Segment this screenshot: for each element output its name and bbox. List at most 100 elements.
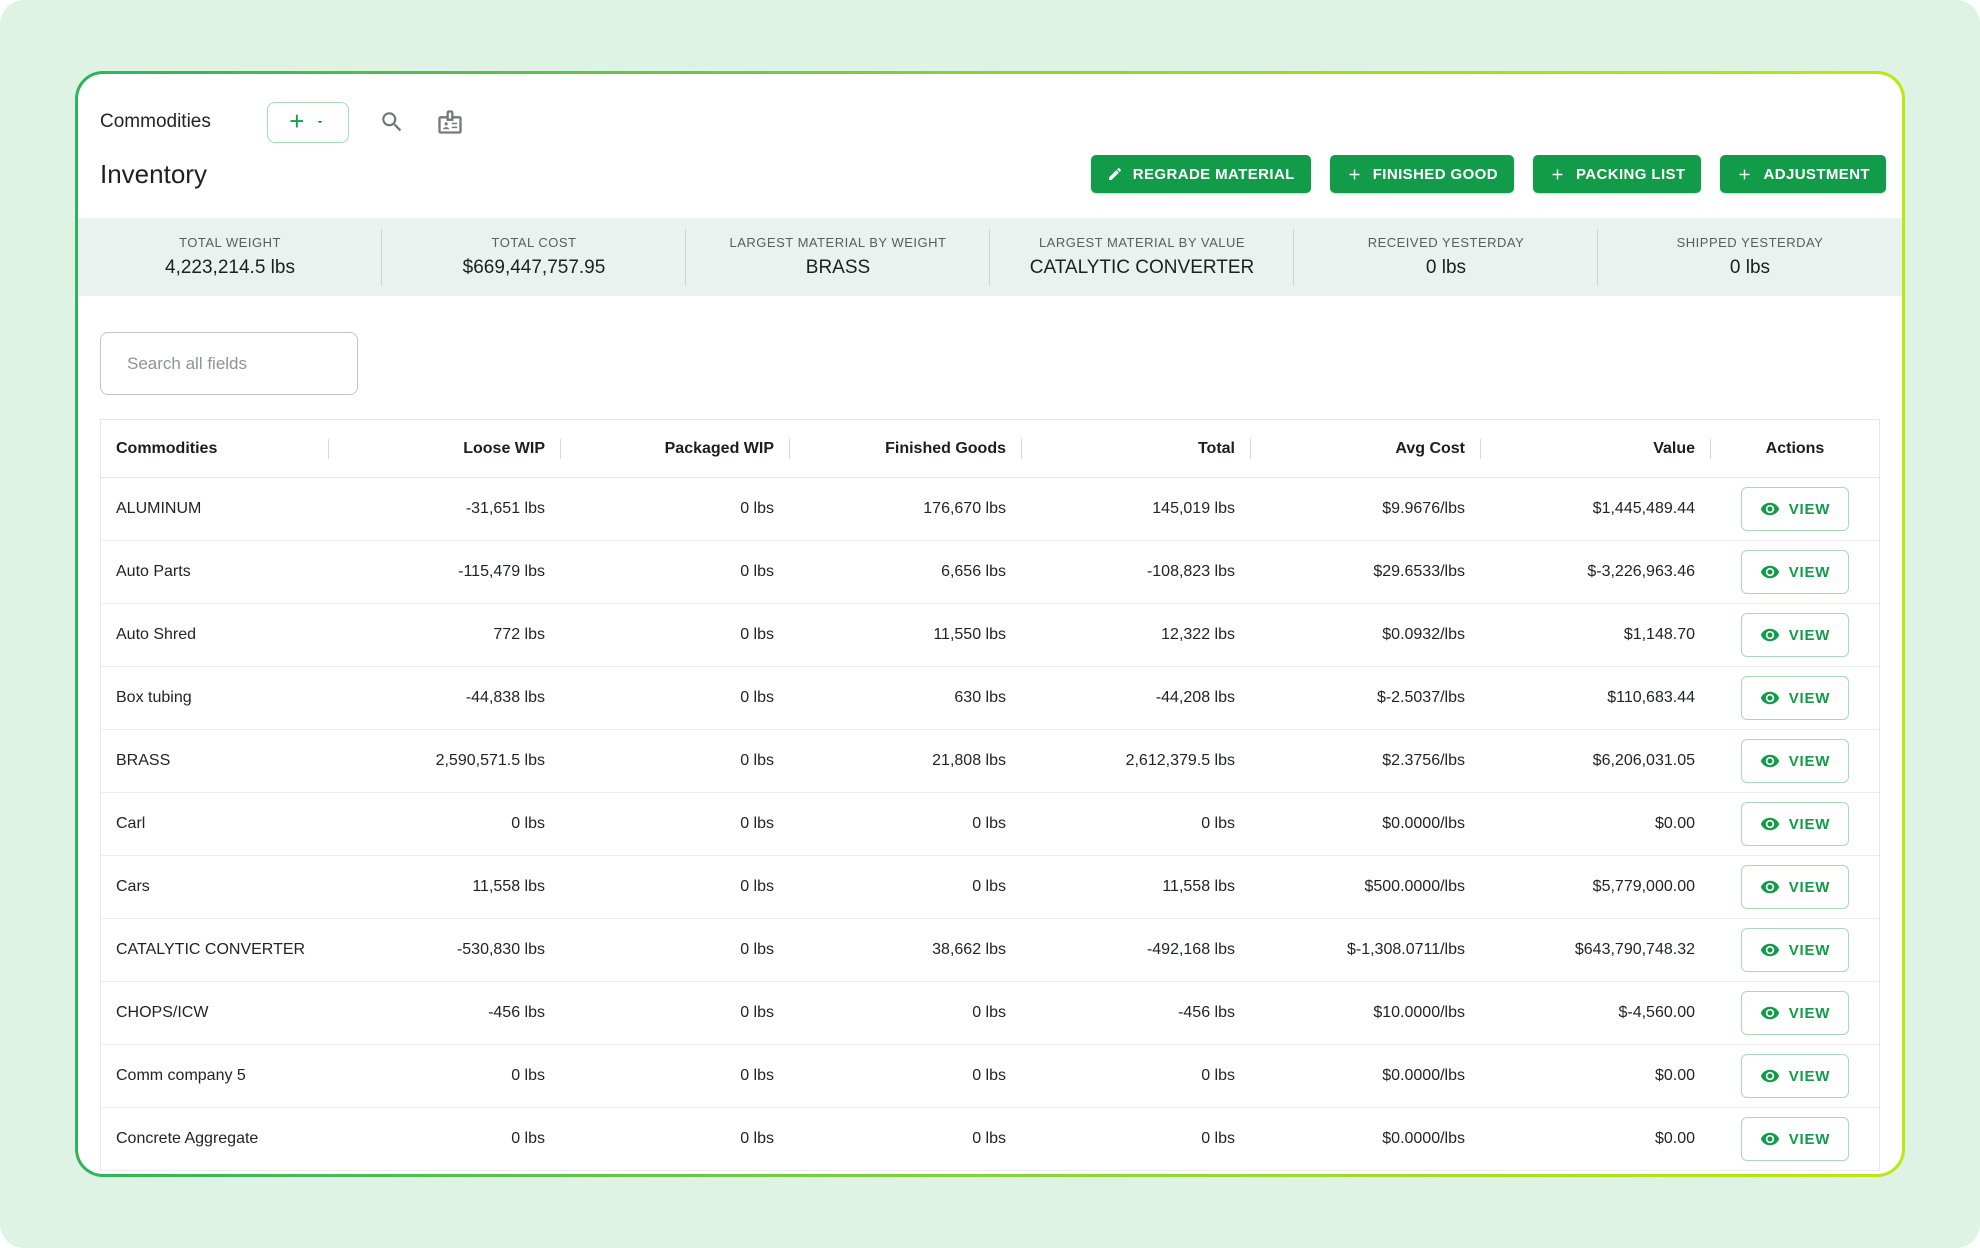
- stat-received-yesterday: RECEIVED YESTERDAY 0 lbs: [1294, 218, 1598, 296]
- stat-value: BRASS: [805, 257, 871, 278]
- total-cell: 0 lbs: [1201, 1067, 1235, 1084]
- view-button[interactable]: VIEW: [1741, 802, 1849, 846]
- finished-goods-cell: 630 lbs: [954, 689, 1006, 706]
- view-button[interactable]: VIEW: [1741, 487, 1849, 531]
- actions-cell: VIEW: [1711, 802, 1879, 846]
- commodity-cell: BRASS: [116, 752, 171, 769]
- table-body: ALUMINUM -31,651 lbs 0 lbs 176,670 lbs 1…: [101, 478, 1879, 1171]
- finished-goods-cell: 0 lbs: [972, 1004, 1006, 1021]
- view-button-label: VIEW: [1788, 878, 1831, 896]
- column-header-value[interactable]: Value: [1481, 420, 1711, 477]
- column-header-total[interactable]: Total: [1022, 420, 1251, 477]
- search-input[interactable]: [127, 353, 348, 374]
- column-header-commodities[interactable]: Commodities: [101, 420, 329, 477]
- column-header-loose-wip[interactable]: Loose WIP: [329, 420, 561, 477]
- actions-cell: VIEW: [1711, 865, 1879, 909]
- loose-wip-cell: -31,651 lbs: [465, 500, 545, 517]
- value-cell: $0.00: [1654, 1130, 1695, 1147]
- commodity-cell: CHOPS/ICW: [116, 1004, 209, 1021]
- view-button[interactable]: VIEW: [1741, 928, 1849, 972]
- stat-total-weight: TOTAL WEIGHT 4,223,214.5 lbs: [78, 218, 382, 296]
- view-button[interactable]: VIEW: [1741, 1117, 1849, 1161]
- stat-value: 0 lbs: [1729, 257, 1771, 278]
- table-row: Auto Parts -115,479 lbs 0 lbs 6,656 lbs …: [101, 541, 1879, 604]
- view-button-label: VIEW: [1788, 1004, 1831, 1022]
- view-button[interactable]: VIEW: [1741, 676, 1849, 720]
- view-button[interactable]: VIEW: [1741, 865, 1849, 909]
- view-button[interactable]: VIEW: [1741, 1054, 1849, 1098]
- column-header-avg-cost[interactable]: Avg Cost: [1251, 420, 1481, 477]
- plus-icon: [1349, 169, 1360, 179]
- total-cell: 145,019 lbs: [1152, 500, 1235, 517]
- stat-label: LARGEST MATERIAL BY WEIGHT: [729, 235, 947, 250]
- avg-cost-cell: $-1,308.0711/lbs: [1346, 941, 1465, 958]
- avg-cost-cell: $0.0000/lbs: [1382, 1067, 1465, 1084]
- table-row: Box tubing -44,838 lbs 0 lbs 630 lbs -44…: [101, 667, 1879, 730]
- column-header-packaged-wip[interactable]: Packaged WIP: [561, 420, 790, 477]
- view-button[interactable]: VIEW: [1741, 991, 1849, 1035]
- view-button[interactable]: VIEW: [1741, 739, 1849, 783]
- view-button-label: VIEW: [1788, 689, 1831, 707]
- commodity-cell: Concrete Aggregate: [116, 1130, 259, 1147]
- eye-icon: [1760, 754, 1779, 768]
- finished-goods-cell: 21,808 lbs: [932, 752, 1006, 769]
- avg-cost-cell: $0.0932/lbs: [1382, 626, 1465, 643]
- loose-wip-cell: -456 lbs: [488, 1004, 545, 1021]
- avg-cost-cell: $-2.5037/lbs: [1376, 689, 1465, 706]
- column-header-actions: Actions: [1765, 439, 1825, 457]
- adjustment-button[interactable]: ADJUSTMENT: [1720, 155, 1886, 193]
- value-cell: $-4,560.00: [1618, 1004, 1695, 1021]
- actions-cell: VIEW: [1711, 739, 1879, 783]
- stat-label: SHIPPED YESTERDAY: [1676, 235, 1824, 250]
- total-cell: -44,208 lbs: [1155, 689, 1235, 706]
- loose-wip-cell: -115,479 lbs: [458, 563, 545, 580]
- commodity-cell: Box tubing: [116, 689, 192, 706]
- packaged-wip-cell: 0 lbs: [740, 1004, 774, 1021]
- eye-icon: [1760, 880, 1779, 894]
- table-header-row: Commodities Loose WIP Packaged WIP Finis…: [101, 420, 1879, 478]
- collection-toolbar: Commodities +: [100, 100, 1880, 144]
- finished-goods-cell: 0 lbs: [972, 878, 1006, 895]
- actions-cell: VIEW: [1711, 1117, 1879, 1161]
- search-field[interactable]: [100, 332, 358, 395]
- packing-list-label: PACKING LIST: [1575, 165, 1686, 183]
- badge-icon[interactable]: [435, 107, 465, 137]
- view-button[interactable]: VIEW: [1741, 613, 1849, 657]
- total-cell: 12,322 lbs: [1161, 626, 1235, 643]
- regrade-material-button[interactable]: REGRADE MATERIAL: [1090, 155, 1311, 193]
- pencil-icon: [1108, 167, 1121, 180]
- finished-goods-cell: 176,670 lbs: [923, 500, 1006, 517]
- adjustment-label: ADJUSTMENT: [1763, 165, 1870, 183]
- loose-wip-cell: 2,590,571.5 lbs: [435, 752, 545, 769]
- total-cell: 2,612,379.5 lbs: [1125, 752, 1235, 769]
- total-cell: -492,168 lbs: [1146, 941, 1235, 958]
- finished-goods-cell: 11,550 lbs: [933, 626, 1006, 643]
- finished-goods-cell: 0 lbs: [972, 815, 1006, 832]
- total-cell: -456 lbs: [1178, 1004, 1235, 1021]
- table-row: Cars 11,558 lbs 0 lbs 0 lbs 11,558 lbs $…: [101, 856, 1879, 919]
- value-cell: $1,148.70: [1623, 626, 1695, 643]
- eye-icon: [1760, 817, 1779, 831]
- table-row: CHOPS/ICW -456 lbs 0 lbs 0 lbs -456 lbs …: [101, 982, 1879, 1045]
- finished-goods-cell: 6,656 lbs: [941, 563, 1006, 580]
- view-button-label: VIEW: [1788, 1067, 1831, 1085]
- actions-cell: VIEW: [1711, 928, 1879, 972]
- packing-list-button[interactable]: PACKING LIST: [1532, 155, 1702, 193]
- caret-down-icon: [317, 121, 323, 124]
- header-actions: REGRADE MATERIAL FINISHED GOOD PACKING L…: [1090, 155, 1886, 193]
- packaged-wip-cell: 0 lbs: [740, 563, 774, 580]
- column-header-finished-goods[interactable]: Finished Goods: [790, 420, 1022, 477]
- commodity-cell: Auto Parts: [116, 563, 191, 580]
- actions-cell: VIEW: [1711, 613, 1879, 657]
- view-button[interactable]: VIEW: [1741, 550, 1849, 594]
- value-cell: $0.00: [1654, 1067, 1695, 1084]
- packaged-wip-cell: 0 lbs: [740, 941, 774, 958]
- eye-icon: [1760, 691, 1779, 705]
- finished-goods-cell: 38,662 lbs: [932, 941, 1006, 958]
- avg-cost-cell: $500.0000/lbs: [1364, 878, 1465, 895]
- finished-good-button[interactable]: FINISHED GOOD: [1329, 155, 1514, 193]
- value-cell: $643,790,748.32: [1574, 941, 1695, 958]
- search-icon[interactable]: [377, 107, 407, 137]
- add-commodity-button[interactable]: +: [266, 101, 349, 143]
